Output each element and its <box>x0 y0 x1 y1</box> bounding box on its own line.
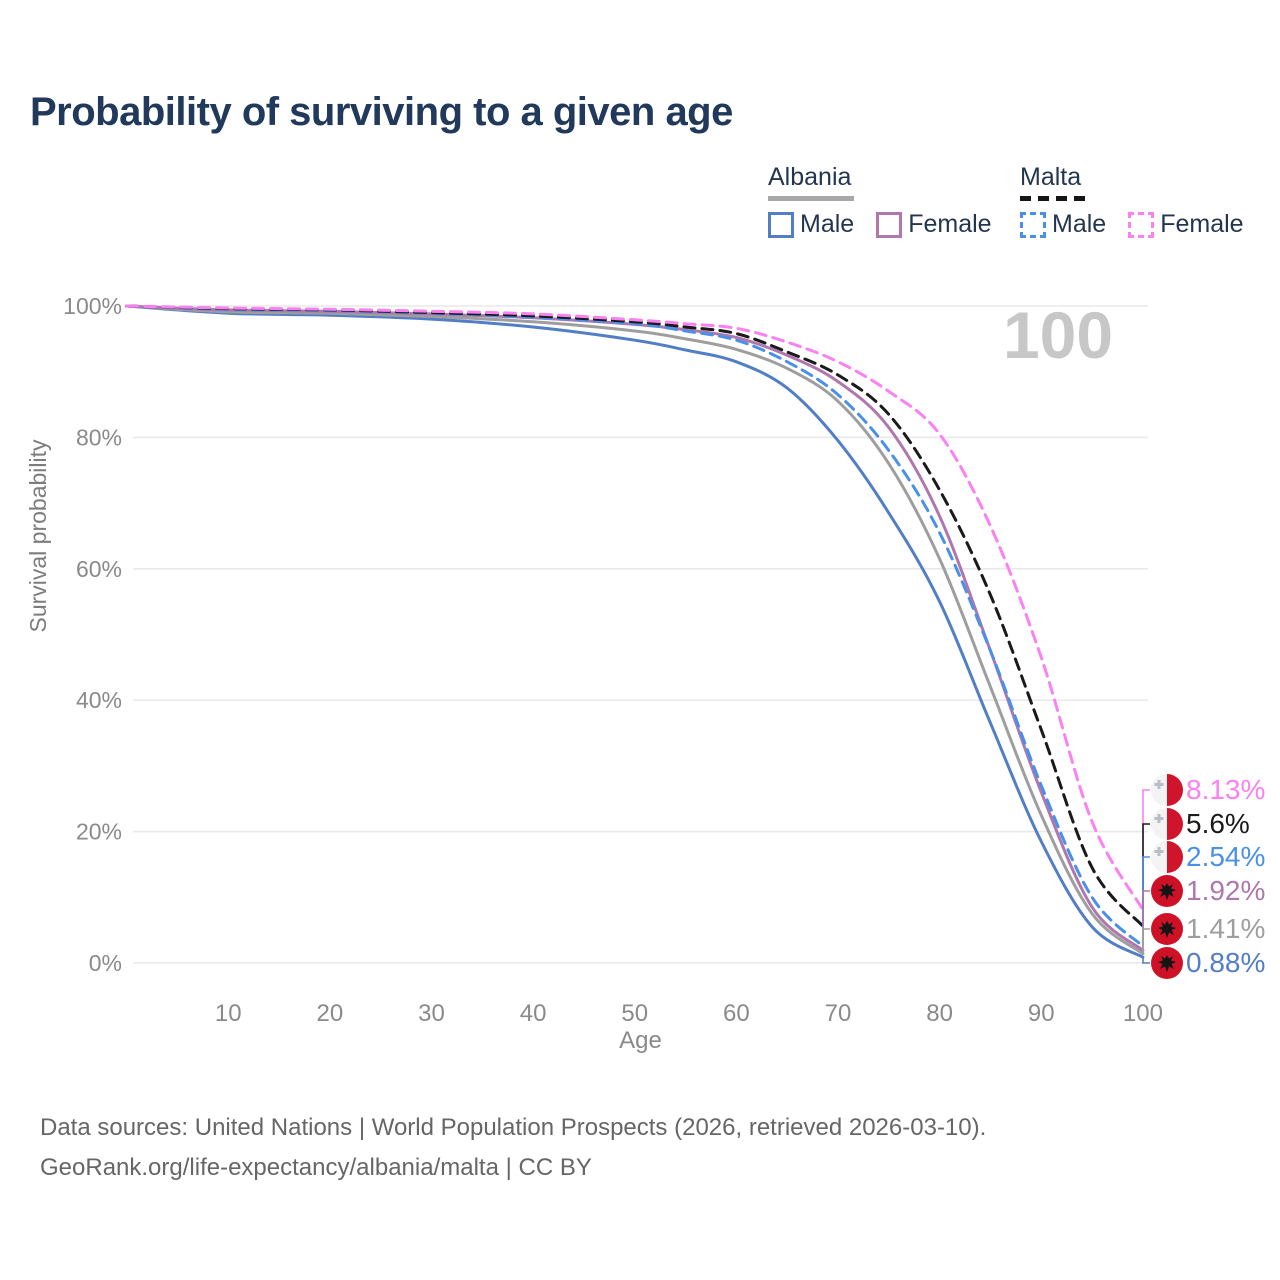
y-tick-label: 60% <box>76 556 122 582</box>
footer: Data sources: United Nations | World Pop… <box>40 1108 986 1188</box>
end-value-label: 1.92% <box>1186 875 1265 906</box>
legend-country-malta: Malta <box>1020 163 1082 191</box>
legend-item-malta-female[interactable]: Female <box>1128 210 1244 239</box>
legend-country-albania: Albania <box>768 163 852 191</box>
end-label-connector <box>1142 856 1150 947</box>
legend-group-malta: Malta Male Female <box>1020 163 1244 239</box>
end-value-label: 0.88% <box>1186 947 1265 978</box>
end-value-label: 1.41% <box>1186 913 1265 944</box>
legend-item-albania-female[interactable]: Female <box>876 210 992 239</box>
x-tick-label: 50 <box>621 1000 648 1027</box>
curve-albania-female <box>125 304 1145 952</box>
end-value-label: 8.13% <box>1186 774 1265 805</box>
albania-flag-icon <box>1151 947 1183 979</box>
legend-swatch-albania-solid-line <box>768 196 854 201</box>
x-axis-title: Age <box>619 1027 662 1054</box>
x-tick-label: 70 <box>825 1000 852 1027</box>
end-value-label: 5.6% <box>1186 808 1250 839</box>
footer-data-sources: Data sources: United Nations | World Pop… <box>40 1114 987 1141</box>
y-tick-label: 20% <box>76 819 122 845</box>
end-value-label: 2.54% <box>1186 841 1265 872</box>
legend-label-albania-female[interactable]: Female <box>908 210 992 238</box>
x-tick-label: 40 <box>520 1000 547 1027</box>
legend-label-albania-male[interactable]: Male <box>800 210 855 238</box>
end-label-connector <box>1142 823 1150 927</box>
y-tick-label: 0% <box>89 950 122 976</box>
x-tick-label: 10 <box>215 1000 242 1027</box>
end-label-connector <box>1142 890 1150 951</box>
x-tick-label: 30 <box>418 1000 445 1027</box>
curve-malta-female <box>125 304 1145 912</box>
x-tick-label: 100 <box>1123 1000 1163 1027</box>
end-label-connector <box>1142 957 1150 964</box>
chart-title: Probability of surviving to a given age <box>30 90 733 134</box>
legend-label-malta-female[interactable]: Female <box>1160 210 1244 238</box>
malta-flag-icon <box>1151 774 1183 806</box>
curve-albania-male <box>125 304 1145 959</box>
curve-albania-both-sexes <box>125 304 1145 956</box>
curve-malta-male <box>125 304 1145 948</box>
albania-flag-icon <box>1151 913 1183 945</box>
x-tick-label: 20 <box>317 1000 344 1027</box>
footer-attribution: GeoRank.org/life-expectancy/albania/malt… <box>40 1154 592 1181</box>
y-axis-title: Survival probability <box>25 439 51 633</box>
end-label-connector <box>1142 928 1150 954</box>
x-tick-label: 60 <box>723 1000 750 1027</box>
malta-flag-icon <box>1151 808 1183 840</box>
legend-box-malta-male[interactable] <box>1020 211 1046 238</box>
y-tick-label: 100% <box>63 293 122 319</box>
curve-malta-both-sexes <box>125 304 1145 928</box>
x-tick-label: 90 <box>1028 1000 1055 1027</box>
y-tick-label: 40% <box>76 687 122 713</box>
legend-swatch-malta-dashed-line <box>1020 196 1088 201</box>
legend-box-albania-male[interactable] <box>768 211 794 238</box>
legend-box-malta-female[interactable] <box>1128 211 1155 238</box>
legend-item-albania-male[interactable]: Male <box>768 210 854 239</box>
legend-item-malta-male[interactable]: Male <box>1020 210 1106 239</box>
legend-group-albania: Albania Male Female <box>768 163 992 239</box>
y-tick-label: 80% <box>76 424 122 450</box>
albania-flag-icon <box>1151 875 1183 907</box>
malta-flag-icon <box>1151 841 1183 873</box>
legend-label-malta-male[interactable]: Male <box>1052 210 1107 238</box>
legend-box-albania-female[interactable] <box>876 211 903 238</box>
x-tick-label: 80 <box>926 1000 953 1027</box>
watermark-age-100: 100 <box>1003 298 1113 372</box>
